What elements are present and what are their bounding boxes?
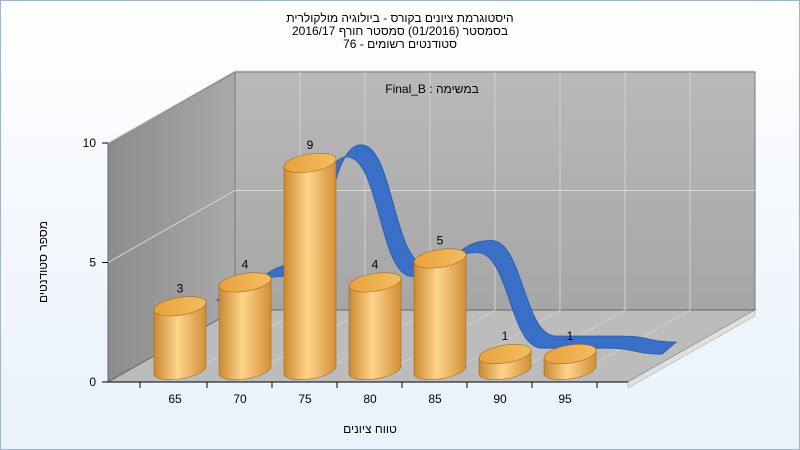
bar-body bbox=[283, 158, 337, 380]
bars-group: 3 4 9 4 5 1 1 bbox=[153, 138, 597, 380]
bar-cap bbox=[283, 152, 337, 173]
bar-value-label: 5 bbox=[437, 234, 444, 248]
bar-value-label: 9 bbox=[307, 138, 314, 152]
grid-line-h bbox=[107, 70, 755, 144]
bar-70: 4 bbox=[218, 257, 272, 380]
bar-cap bbox=[218, 272, 272, 293]
bar-body bbox=[218, 278, 272, 380]
x-axis-title: טווח ציונים bbox=[343, 422, 397, 436]
bar-body bbox=[413, 254, 467, 380]
bar-cap bbox=[413, 248, 467, 269]
chart-title-line-2: בסמסטר (01/2016) סמסטר חורף 2016/17 bbox=[291, 24, 509, 38]
bar-value-label: 1 bbox=[567, 329, 574, 343]
bar-cap bbox=[153, 296, 207, 317]
bar-body bbox=[348, 278, 402, 380]
x-tick-label: 80 bbox=[363, 392, 377, 406]
grid-line-h bbox=[107, 190, 755, 263]
x-tick-label: 95 bbox=[558, 392, 572, 406]
bar-65: 3 bbox=[153, 281, 207, 380]
bar-85: 5 bbox=[413, 234, 467, 380]
y-tick-label: 10 bbox=[83, 136, 97, 150]
bar-value-label: 4 bbox=[242, 257, 249, 271]
bar-80: 4 bbox=[348, 257, 402, 380]
bar-value-label: 1 bbox=[502, 329, 509, 343]
x-tick-label: 70 bbox=[233, 392, 247, 406]
bar-value-label: 4 bbox=[372, 257, 379, 271]
bar-90: 1 bbox=[478, 329, 532, 380]
x-tick-label: 85 bbox=[428, 392, 442, 406]
bar-body bbox=[153, 302, 207, 380]
bar-cap bbox=[543, 344, 597, 365]
right-edge bbox=[627, 309, 756, 389]
annotation-label: Final_B : במשימה bbox=[385, 82, 479, 96]
y-tick-label: 5 bbox=[89, 256, 96, 270]
bar-value-label: 3 bbox=[177, 281, 184, 295]
bar-cap bbox=[348, 272, 402, 293]
bar-cap bbox=[478, 344, 532, 365]
bar-75: 9 bbox=[283, 138, 337, 380]
x-tick-label: 65 bbox=[168, 392, 182, 406]
chart-title-line-3: סטודנטים רשומים - 76 bbox=[343, 37, 457, 51]
y-tick-label: 0 bbox=[89, 375, 96, 389]
chart-title-line-1: היסטוגרמת ציונים בקורס - ביולוגיה מולקול… bbox=[286, 11, 514, 25]
x-tick-label: 90 bbox=[493, 392, 507, 406]
bar-95: 1 bbox=[543, 329, 597, 380]
y-axis-title: מספר סטודנטים bbox=[36, 221, 50, 303]
x-tick-label: 75 bbox=[298, 392, 312, 406]
